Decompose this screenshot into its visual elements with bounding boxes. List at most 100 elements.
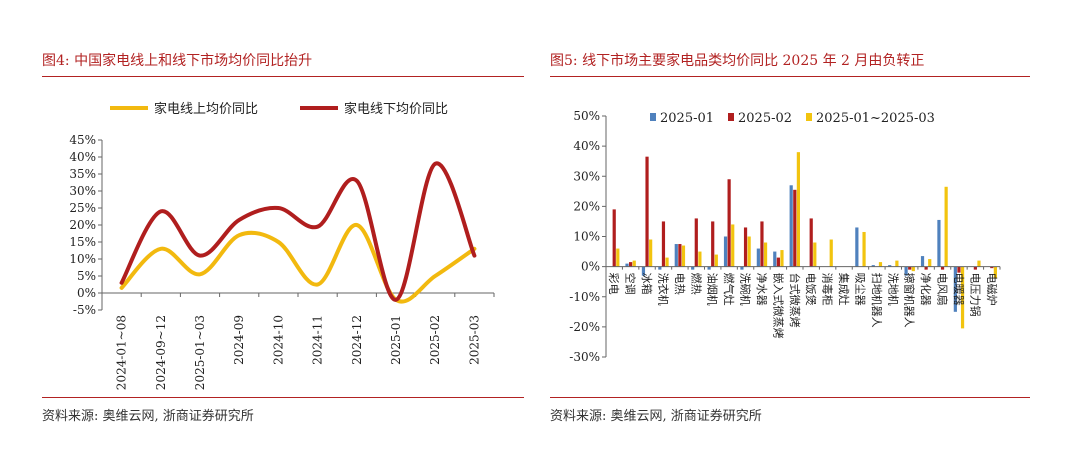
left-figure-panel: 图4: 中国家电线上和线下市场均价同比抬升 家电线上均价同比 家电线下均价同比 -5…	[0, 0, 535, 453]
x-tick-label: 洗衣机	[656, 273, 670, 306]
bar	[645, 156, 649, 267]
y-tick-label: 20%	[69, 218, 96, 232]
bar	[665, 257, 669, 267]
bar	[707, 266, 711, 270]
x-tick-label: 电风扇	[936, 273, 950, 306]
bar	[678, 244, 682, 267]
bar	[871, 265, 875, 267]
y-tick-label: 25%	[69, 201, 96, 215]
x-tick-label: 电热	[673, 273, 686, 295]
legend-label-1: 家电线上均价同比	[154, 101, 258, 117]
bar	[661, 221, 666, 267]
bar	[878, 262, 883, 267]
bar	[924, 266, 928, 270]
y-tick-label: 10%	[573, 230, 600, 244]
bar	[780, 250, 784, 267]
x-tick-label: 扫地机器人	[870, 273, 884, 328]
x-tick-label: 彩电	[607, 273, 620, 295]
bar	[743, 227, 748, 267]
x-tick-label: 洗碗机	[739, 273, 753, 306]
bar	[937, 219, 941, 267]
left-source-note: 资料来源: 奥维云网, 浙商证券研究所	[42, 409, 254, 424]
x-tick-label: 净化器	[919, 273, 933, 306]
x-tick-label: 嵌入式微蒸烤	[771, 273, 785, 339]
x-tick-label: 燃热	[689, 273, 703, 295]
x-tick-label: 电暖器	[952, 273, 965, 306]
bar	[809, 218, 813, 267]
bar	[632, 260, 636, 267]
bar	[862, 231, 866, 267]
bar	[698, 251, 702, 267]
x-tick-label: 电饭煲	[804, 273, 817, 306]
bar	[714, 254, 718, 267]
bar	[723, 236, 728, 267]
y-tick-label: 0%	[77, 286, 96, 300]
x-tick-label: 燃气灶	[722, 273, 736, 306]
right-bar-chart: 2025-01 2025-02 2025-01~2025-03 -30% -20% -10…	[569, 109, 1001, 364]
bar	[940, 266, 945, 270]
right-figure-title: 图5: 线下市场主要家电品类均价同比 2025 年 2 月由负转正	[550, 53, 925, 69]
bar	[973, 266, 977, 270]
x-tick-label: 擦窗机器人	[903, 273, 917, 328]
bar	[616, 248, 620, 267]
x-tick-label: 电压力锅	[968, 273, 981, 317]
x-tick-label: 2025-01	[389, 315, 403, 365]
x-tick-label: 洗地机	[886, 273, 900, 306]
x-tick-label: 油烟机	[706, 273, 720, 306]
bar	[957, 266, 961, 273]
x-tick-label: 2024-09~12	[154, 315, 168, 390]
x-tick-label: 台式微蒸烤	[788, 273, 802, 328]
bar	[773, 251, 777, 267]
y-tick-label: 0%	[581, 260, 600, 274]
bar	[658, 266, 662, 270]
bar	[977, 260, 981, 267]
y-tick-label: 40%	[69, 150, 96, 164]
legend-swatch-1	[650, 113, 656, 121]
bar	[789, 185, 793, 267]
y-tick-label: 10%	[69, 252, 96, 266]
x-tick-label: 净水器	[755, 273, 769, 306]
x-tick-label: 消毒柜	[821, 273, 835, 306]
left-source-rule	[42, 397, 524, 398]
x-tick-label: 电磁炉	[985, 273, 998, 306]
x-tick-label: 2025-02	[428, 315, 442, 365]
bar	[908, 266, 912, 270]
y-tick-label: 40%	[573, 139, 600, 153]
bar	[888, 265, 892, 267]
bar	[776, 257, 780, 267]
bar	[911, 266, 915, 272]
bar	[681, 245, 686, 267]
y-tick-label: -10%	[569, 290, 600, 304]
bar	[813, 242, 817, 267]
left-line-chart: 家电线上均价同比 家电线下均价同比 -5% 0% 5% 10% 15% 20% 25% 30% 35…	[69, 101, 495, 390]
right-figure-panel: 图5: 线下市场主要家电品类均价同比 2025 年 2 月由负转正 2025-0…	[540, 0, 1080, 453]
bar	[993, 266, 997, 279]
bar	[829, 239, 833, 267]
x-tick-label: 2025-01~03	[193, 315, 207, 390]
x-tick-label: 空调	[624, 273, 638, 295]
bar	[641, 266, 646, 276]
legend-label-1: 2025-01	[660, 111, 714, 126]
bar	[731, 224, 735, 267]
bar	[612, 209, 616, 267]
legend-swatch-3	[806, 113, 812, 121]
bar	[990, 266, 994, 269]
right-source-rule	[550, 397, 1030, 398]
bar	[793, 189, 797, 267]
y-tick-label: 35%	[69, 167, 96, 181]
bar	[895, 260, 899, 267]
x-tick-label: 2024-12	[350, 315, 364, 365]
bar	[711, 221, 715, 267]
bar	[694, 218, 698, 267]
bar	[674, 244, 678, 267]
bar	[796, 152, 800, 267]
x-tick-label: 2025-03	[467, 315, 481, 365]
bar	[649, 239, 653, 267]
bar	[944, 186, 948, 267]
x-tick-label: 2024-11	[311, 315, 325, 365]
series-line-1	[119, 223, 477, 304]
legend-swatch-2	[728, 113, 734, 121]
bar	[727, 179, 731, 267]
y-tick-label: 45%	[69, 133, 96, 147]
legend-label-2: 家电线下均价同比	[344, 101, 448, 117]
